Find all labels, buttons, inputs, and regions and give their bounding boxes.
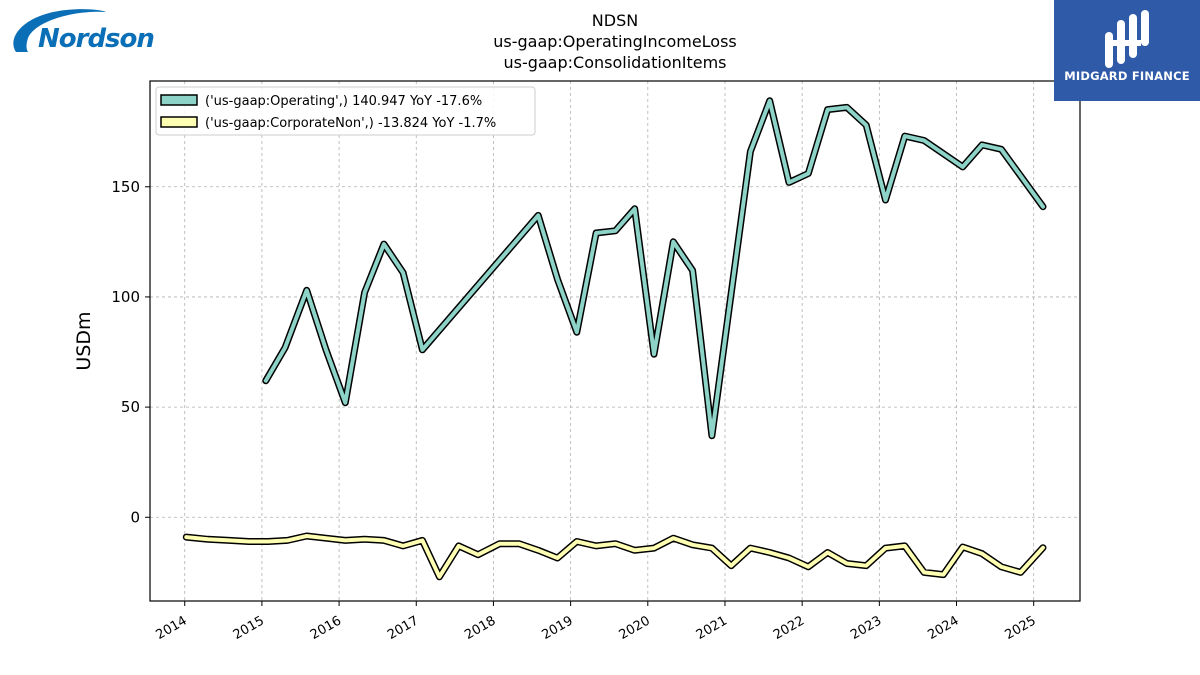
plot-frame: [149, 80, 1081, 602]
x-axis: 2014 2015 2016 2017 2018 2019 2020 2021 2022 2023…: [154, 601, 1039, 643]
x-tick-label: 2021: [694, 613, 730, 643]
x-tick-label: 2023: [848, 613, 884, 643]
x-tick-label: 2019: [539, 613, 575, 643]
midgard-finance-name: MIDGARD FINANCE: [1064, 69, 1190, 83]
chart-title-line: us-gaap:OperatingIncomeLoss: [493, 32, 737, 51]
x-tick-label: 2016: [308, 613, 344, 643]
legend-box: [155, 86, 536, 136]
midgard-finance-logo: MIDGARD FINANCE: [1054, 0, 1200, 101]
x-tick-label: 2017: [385, 613, 421, 643]
x-tick-label: 2025: [1003, 613, 1039, 643]
nordson-wordmark: Nordson: [38, 24, 155, 54]
series-line: [184, 534, 1045, 579]
x-tick-label: 2020: [617, 613, 653, 643]
legend: ('us-gaap:Operating',) 140.947 YoY -17.6…: [155, 86, 536, 136]
midgard-mark-icon: [1105, 10, 1149, 68]
y-tick-label: 150: [111, 178, 140, 196]
y-axis: 0 50 100 150: [111, 178, 150, 526]
legend-label: ('us-gaap:Operating',) 140.947 YoY -17.6…: [205, 94, 482, 109]
x-tick-label: 2018: [462, 613, 498, 643]
series-lines: [182, 97, 1047, 581]
legend-label: ('us-gaap:CorporateNon',) -13.824 YoY -1…: [205, 116, 496, 131]
x-tick-label: 2022: [771, 613, 807, 643]
series-line-outline: [262, 97, 1047, 440]
chart-title: NDSN us-gaap:OperatingIncomeLoss us-gaap:C…: [493, 11, 737, 72]
nordson-logo: Nordson: [4, 4, 155, 56]
y-tick-label: 50: [121, 398, 140, 416]
y-tick-label: 0: [130, 508, 140, 526]
chart-title-line: us-gaap:ConsolidationItems: [503, 53, 726, 72]
legend-swatch: [160, 116, 198, 128]
y-tick-label: 100: [111, 288, 140, 306]
series-line: [263, 98, 1045, 438]
legend-swatch: [160, 94, 198, 106]
x-tick-label: 2015: [231, 613, 267, 643]
nordson-swoosh-icon: [13, 9, 106, 52]
grid: [150, 81, 1080, 601]
chart-title-line: NDSN: [592, 11, 638, 30]
y-axis-label: USDm: [73, 311, 95, 370]
x-tick-label: 2014: [154, 613, 190, 643]
x-tick-label: 2024: [925, 613, 961, 643]
